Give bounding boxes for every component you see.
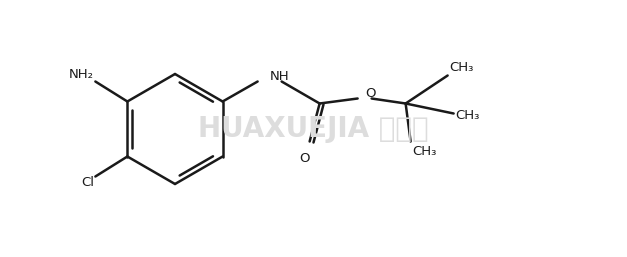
Text: NH: NH	[270, 70, 289, 83]
Text: CH₃: CH₃	[413, 145, 437, 158]
Text: CH₃: CH₃	[450, 61, 474, 74]
Text: Cl: Cl	[81, 176, 94, 189]
Text: O: O	[366, 87, 376, 100]
Text: HUAXUEJIA 化学加: HUAXUEJIA 化学加	[198, 115, 428, 143]
Text: CH₃: CH₃	[456, 109, 480, 122]
Text: NH₂: NH₂	[69, 68, 94, 81]
Text: O: O	[299, 151, 310, 164]
